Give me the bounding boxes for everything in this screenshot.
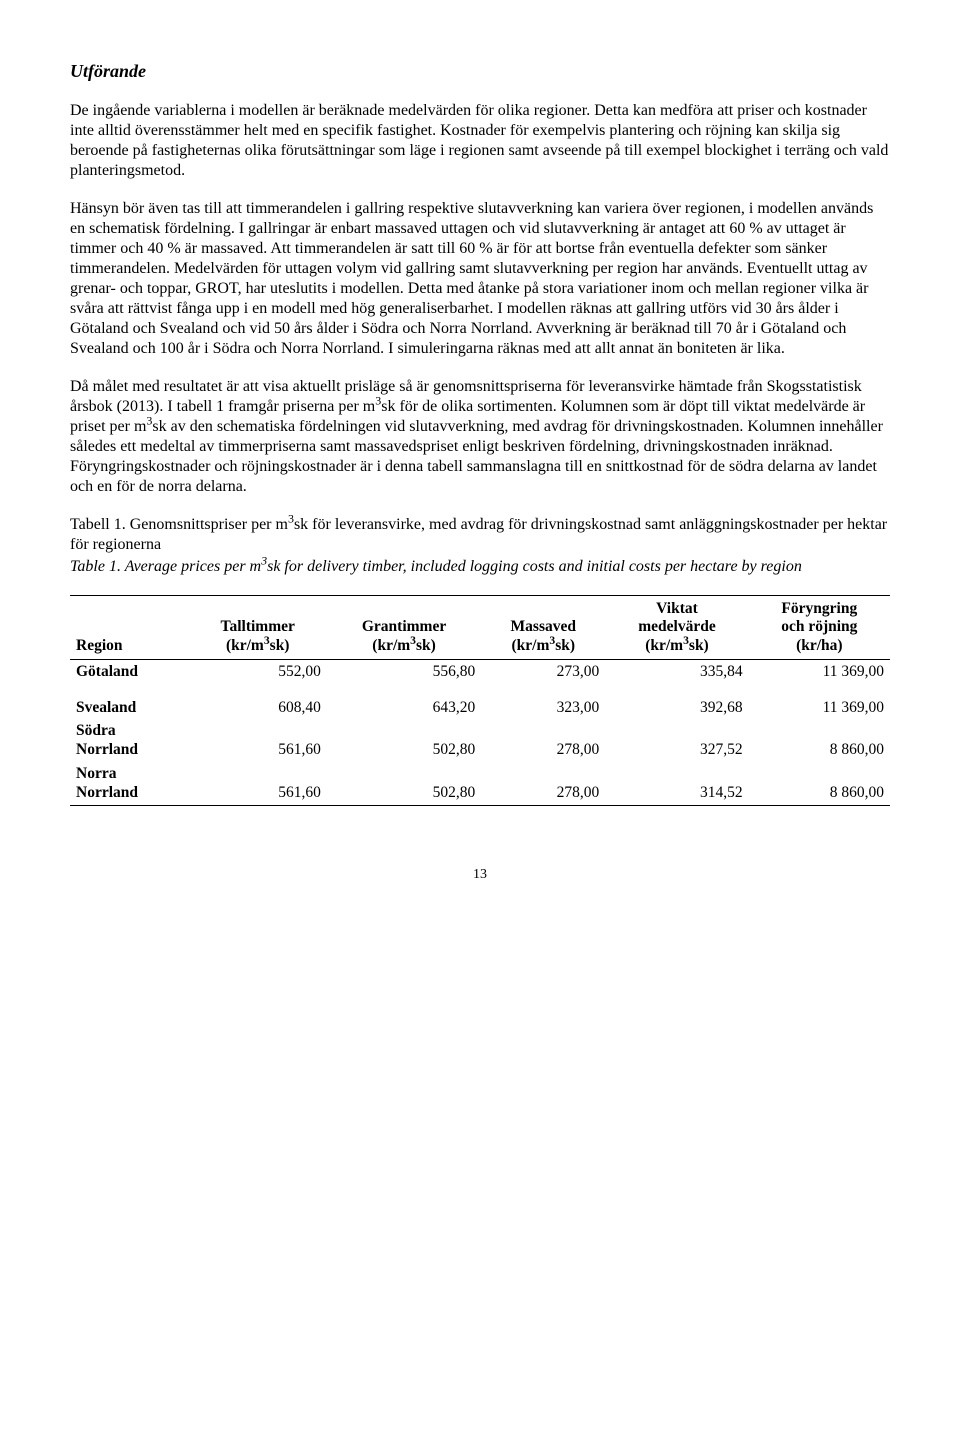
cell-region: Svealand [70, 684, 189, 719]
cell-value: 392,68 [605, 684, 748, 719]
cell-value: 314,52 [605, 762, 748, 805]
cell-value: 8 860,00 [749, 762, 890, 805]
cell-region: Norra Norrland [70, 762, 189, 805]
cell-value: 502,80 [327, 719, 481, 762]
paragraph-2: Hänsyn bör även tas till att timmerandel… [70, 199, 890, 359]
cell-value: 11 369,00 [749, 660, 890, 684]
table-row: Götaland 552,00 556,80 273,00 335,84 11 … [70, 660, 890, 684]
cell-value: 502,80 [327, 762, 481, 805]
col-foryngring: Föryngring och röjning (kr/ha) [749, 595, 890, 660]
cell-value: 556,80 [327, 660, 481, 684]
cell-value: 11 369,00 [749, 684, 890, 719]
cell-value: 278,00 [481, 719, 605, 762]
cell-region: Södra Norrland [70, 719, 189, 762]
table-subcaption: Table 1. Average prices per m3sk for del… [70, 557, 890, 577]
paragraph-3: Då målet med resultatet är att visa aktu… [70, 377, 890, 497]
page-number: 13 [70, 866, 890, 884]
prices-table: Region Talltimmer (kr/m3sk) Grantimmer (… [70, 595, 890, 806]
cell-value: 327,52 [605, 719, 748, 762]
cell-value: 323,00 [481, 684, 605, 719]
cell-value: 643,20 [327, 684, 481, 719]
col-talltimmer: Talltimmer (kr/m3sk) [189, 595, 327, 660]
table-row: Norra Norrland 561,60 502,80 278,00 314,… [70, 762, 890, 805]
cell-value: 552,00 [189, 660, 327, 684]
table-caption: Tabell 1. Genomsnittspriser per m3sk för… [70, 515, 890, 555]
cell-value: 335,84 [605, 660, 748, 684]
col-viktat: Viktat medelvärde (kr/m3sk) [605, 595, 748, 660]
cell-value: 8 860,00 [749, 719, 890, 762]
cell-region: Götaland [70, 660, 189, 684]
cell-value: 561,60 [189, 719, 327, 762]
section-heading: Utförande [70, 60, 890, 83]
col-region: Region [70, 595, 189, 660]
cell-value: 561,60 [189, 762, 327, 805]
cell-value: 278,00 [481, 762, 605, 805]
table-row: Södra Norrland 561,60 502,80 278,00 327,… [70, 719, 890, 762]
col-grantimmer: Grantimmer (kr/m3sk) [327, 595, 481, 660]
col-massaved: Massaved (kr/m3sk) [481, 595, 605, 660]
paragraph-1: De ingående variablerna i modellen är be… [70, 101, 890, 181]
table-header-row: Region Talltimmer (kr/m3sk) Grantimmer (… [70, 595, 890, 660]
cell-value: 273,00 [481, 660, 605, 684]
cell-value: 608,40 [189, 684, 327, 719]
table-row: Svealand 608,40 643,20 323,00 392,68 11 … [70, 684, 890, 719]
